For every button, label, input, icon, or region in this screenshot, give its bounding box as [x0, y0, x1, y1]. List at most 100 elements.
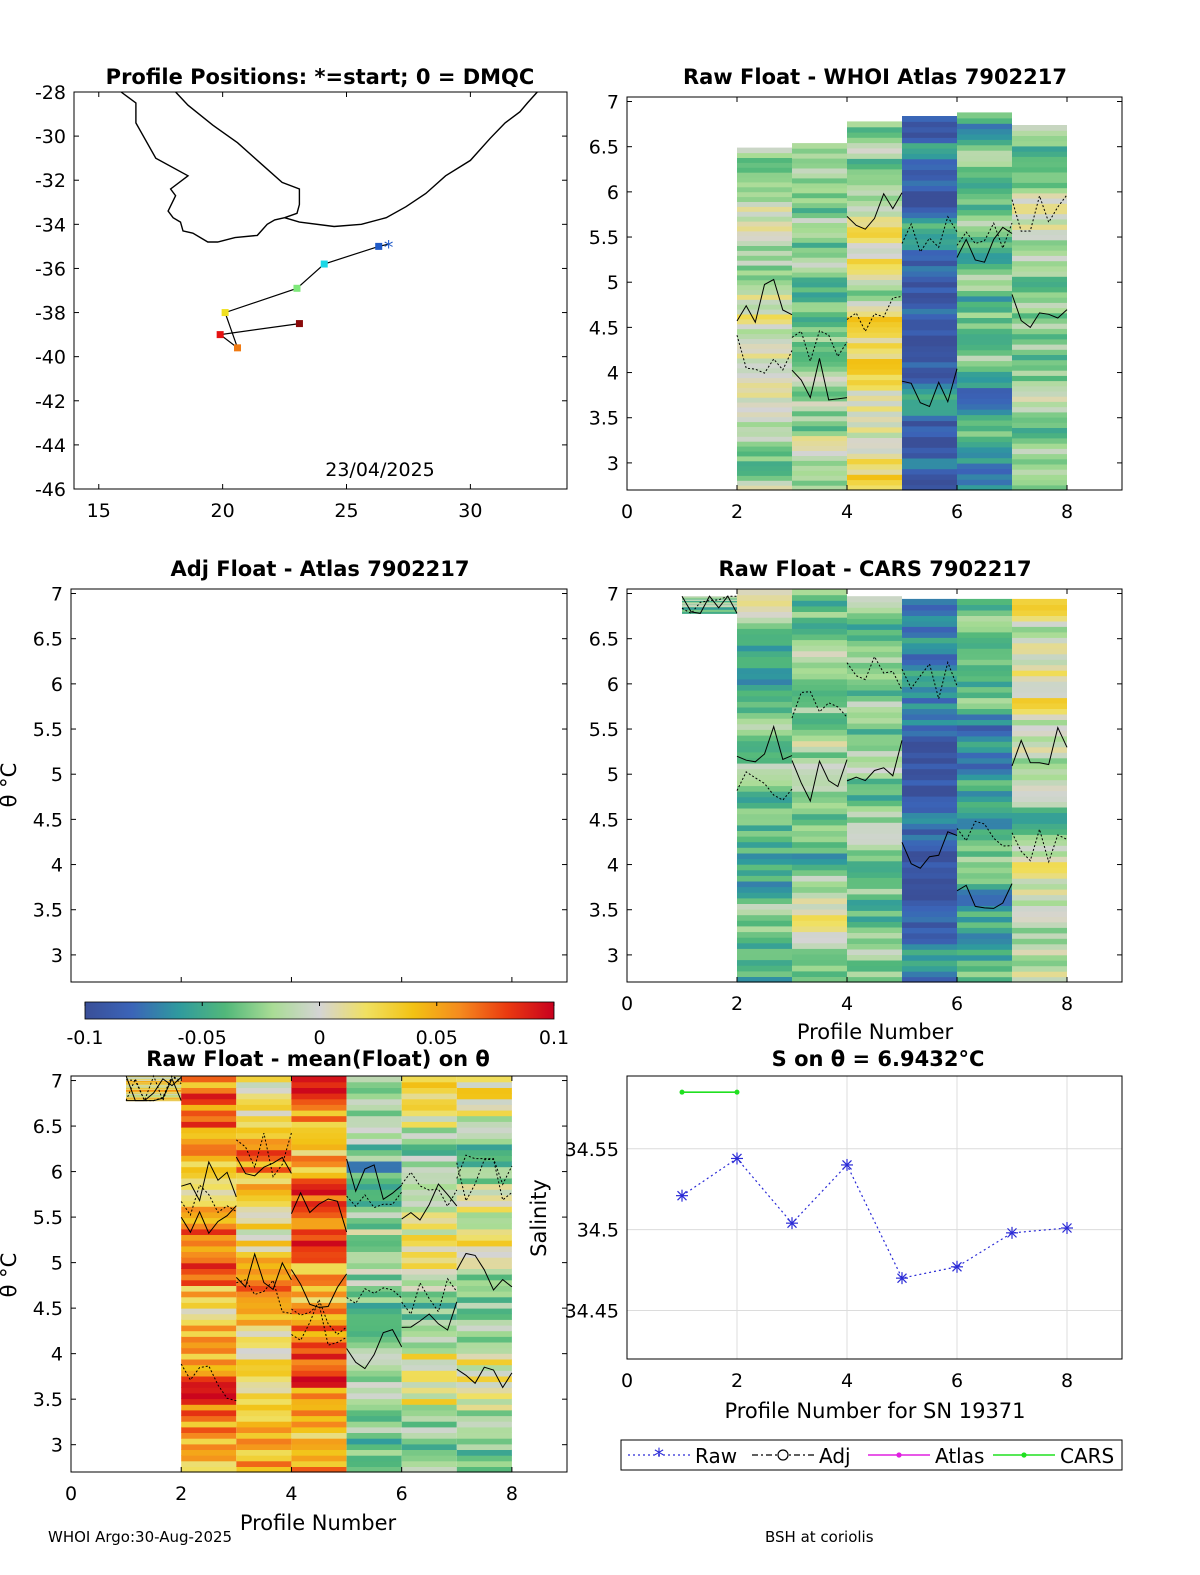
- raw-atlas-cell: [957, 123, 1012, 130]
- raw-cars-cell: [1012, 670, 1067, 677]
- raw-cars-cell: [737, 847, 792, 854]
- raw-mean-cell: [181, 1081, 237, 1088]
- raw-atlas-cell: [957, 452, 1012, 459]
- raw-mean-cell: [456, 1313, 512, 1320]
- raw-mean-cell: [401, 1081, 457, 1088]
- raw-atlas-cell: [737, 377, 792, 383]
- raw-cars-cell: [957, 839, 1012, 846]
- raw-cars-cell: [792, 813, 847, 820]
- raw-mean-cell: [401, 1268, 457, 1275]
- raw-atlas-cell: [957, 430, 1012, 437]
- raw-atlas-cell: [737, 426, 792, 432]
- raw-cars-cell: [902, 943, 957, 950]
- raw-atlas-cell: [902, 447, 957, 454]
- raw-mean-cell: [291, 1245, 347, 1252]
- raw-atlas-cell: [737, 338, 792, 344]
- raw-mean-cell: [456, 1432, 512, 1439]
- raw-mean-cell: [181, 1404, 237, 1411]
- raw-cars-xtick-label: 4: [841, 993, 853, 1015]
- raw-cars-cell: [737, 662, 792, 669]
- raw-cars-cell: [792, 605, 847, 612]
- raw-atlas-cell: [737, 323, 792, 330]
- raw-atlas-cell: [792, 262, 847, 268]
- raw-atlas-cell: [902, 425, 957, 432]
- raw-cars-cell: [1012, 724, 1067, 731]
- salinity-raw-line: [681, 1157, 1068, 1279]
- raw-mean-cell: [401, 1172, 457, 1179]
- raw-mean-cell: [236, 1268, 292, 1275]
- raw-cars-cell: [1012, 861, 1067, 868]
- raw-atlas-cell: [792, 162, 847, 169]
- raw-cars-cell: [902, 752, 957, 759]
- raw-mean-cell: [456, 1370, 512, 1377]
- legend-adj-marker: [777, 1449, 789, 1461]
- raw-mean-cell: [291, 1121, 347, 1128]
- raw-atlas-cell: [902, 142, 957, 149]
- raw-cars-cell: [1012, 702, 1067, 709]
- raw-mean-cell: [346, 1126, 402, 1134]
- raw-atlas-cell: [957, 463, 1012, 469]
- colorbar-tick-label: -0.05: [178, 1027, 227, 1049]
- raw-cars-cell: [737, 948, 792, 955]
- raw-atlas-cell: [792, 480, 847, 486]
- raw-mean-cell: [236, 1160, 292, 1168]
- raw-atlas-cell: [957, 414, 1012, 421]
- raw-mean-cell: [401, 1160, 457, 1168]
- raw-atlas-cell: [792, 212, 847, 219]
- raw-cars-cell: [1012, 834, 1067, 841]
- raw-atlas-cell: [737, 333, 792, 339]
- raw-mean-cell: [456, 1251, 512, 1258]
- raw-cars-cell: [957, 905, 1012, 912]
- raw-mean-cell: [456, 1211, 512, 1219]
- raw-atlas-cell: [737, 348, 792, 354]
- raw-cars-cell: [957, 976, 1012, 983]
- salinity-raw-point: [896, 1272, 908, 1285]
- raw-cars-cell: [902, 626, 957, 633]
- raw-cars-cell: [847, 712, 902, 719]
- raw-mean-cell: [346, 1109, 402, 1117]
- raw-mean-cell: [181, 1223, 237, 1230]
- raw-cars-cell: [847, 678, 902, 685]
- raw-mean-cell: [236, 1398, 292, 1405]
- raw-cars-cell: [847, 833, 902, 840]
- salinity-raw-point: [676, 1189, 688, 1202]
- raw-atlas-cell: [737, 191, 792, 198]
- raw-atlas-cell: [1012, 135, 1067, 142]
- raw-atlas-cell: [902, 196, 957, 202]
- raw-atlas-cell: [847, 374, 902, 381]
- raw-mean-cell: [236, 1443, 292, 1450]
- raw-cars-cell: [792, 628, 847, 635]
- raw-atlas-cell: [1012, 479, 1067, 486]
- raw-mean-ytick-label: 4: [51, 1344, 63, 1366]
- raw-atlas-cell: [957, 468, 1012, 475]
- raw-atlas-cell: [1012, 265, 1067, 272]
- raw-mean-cell: [456, 1109, 512, 1117]
- raw-cars-cell: [737, 611, 792, 618]
- profile-position-marker: [375, 242, 383, 250]
- raw-cars-cell: [957, 889, 1012, 896]
- raw-mean-cell: [346, 1155, 402, 1162]
- raw-cars-cell: [792, 611, 847, 618]
- raw-cars-ytick-label: 4.5: [589, 809, 619, 831]
- adj-atlas-ytick-label: 6: [51, 674, 63, 696]
- raw-cars-cell: [1012, 954, 1067, 961]
- raw-cars-cell: [792, 976, 847, 983]
- raw-atlas-cell: [792, 336, 847, 342]
- raw-atlas-cell: [902, 164, 957, 170]
- raw-cars-cell: [792, 948, 847, 955]
- raw-mean-cell: [346, 1104, 402, 1111]
- raw-atlas-cell: [792, 311, 847, 318]
- raw-mean-cell: [401, 1138, 457, 1145]
- colorbar-ticks: -0.1 -0.05 0 0.05 0.1: [66, 1002, 569, 1049]
- raw-atlas-cell: [957, 177, 1012, 184]
- raw-cars-cell: [902, 905, 957, 912]
- raw-cars-cell: [957, 850, 1012, 857]
- raw-cars-cell: [792, 785, 847, 792]
- raw-cars-cell: [737, 656, 792, 663]
- raw-mean-cell: [456, 1307, 512, 1315]
- raw-mean-cell: [346, 1409, 402, 1417]
- raw-mean-cell: [181, 1138, 237, 1145]
- raw-atlas-cell: [902, 185, 957, 192]
- raw-cars-cell: [902, 910, 957, 917]
- raw-atlas-cell: [847, 432, 902, 438]
